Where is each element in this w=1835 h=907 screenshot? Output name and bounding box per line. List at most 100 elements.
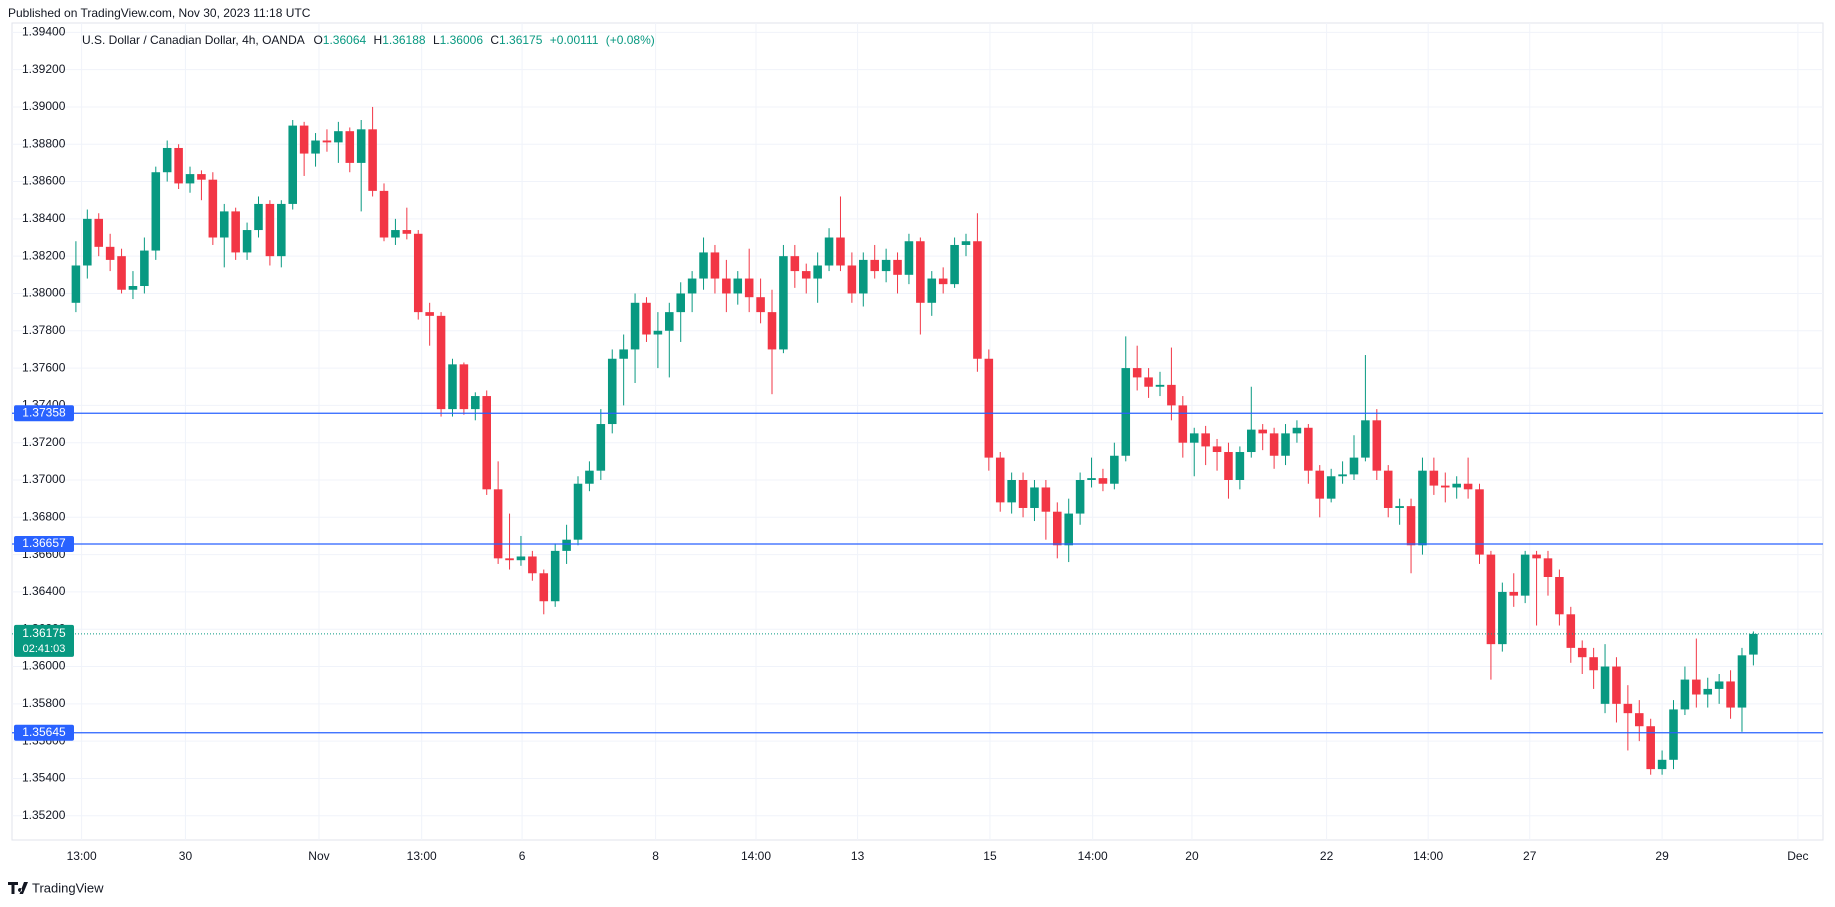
y-tick-label: 1.36800 — [22, 509, 66, 523]
candle-body — [516, 556, 526, 561]
candle-body — [94, 218, 104, 247]
candle-body — [870, 259, 879, 272]
candle-body — [1532, 554, 1541, 559]
candle-body — [1087, 478, 1096, 480]
legend-close: 1.36175 — [499, 33, 543, 47]
candle-body — [699, 252, 708, 279]
candle-body — [1224, 452, 1233, 480]
candle-body — [1064, 513, 1073, 546]
last-price-box — [14, 624, 74, 657]
candle-body — [1281, 433, 1290, 456]
candle-body — [1520, 554, 1530, 596]
candle-body — [1726, 681, 1735, 708]
candle-body — [893, 259, 902, 275]
legend-c-label: C — [490, 33, 499, 47]
y-tick-label: 1.35200 — [22, 808, 66, 822]
candle-body — [881, 259, 891, 272]
candle-body — [493, 489, 503, 559]
y-tick-label: 1.39200 — [22, 62, 66, 76]
candle-body — [950, 244, 959, 285]
candle-body — [105, 246, 115, 260]
y-tick-label: 1.36000 — [22, 659, 66, 673]
candle-body — [1429, 470, 1439, 486]
candle-body — [1178, 405, 1188, 443]
candle-body — [83, 218, 92, 266]
y-tick-label: 1.35800 — [22, 696, 66, 710]
y-tick-label: 1.37000 — [22, 472, 66, 486]
candle-body — [1030, 487, 1039, 508]
candle-body — [1646, 726, 1655, 770]
grid — [12, 23, 1823, 840]
candle-body — [585, 470, 594, 484]
candle-body — [687, 278, 697, 294]
candle-body — [550, 550, 560, 602]
candle-body — [573, 483, 583, 540]
candle-body — [1258, 429, 1267, 434]
candle-body — [1714, 681, 1724, 689]
candle-body — [1212, 446, 1222, 453]
candle-body — [311, 140, 320, 154]
y-tick-label: 1.38200 — [22, 248, 66, 262]
candle-body — [1406, 506, 1416, 546]
candle-body — [174, 147, 183, 184]
countdown: 02:41:03 — [23, 643, 66, 655]
candle-body — [938, 278, 948, 285]
y-tick-label: 1.38400 — [22, 211, 66, 225]
candle-body — [1361, 420, 1370, 458]
candle-body — [1680, 679, 1690, 710]
candle-body — [391, 230, 400, 238]
candle-body — [722, 278, 731, 294]
candle-body — [425, 312, 434, 316]
legend: U.S. Dollar / Canadian Dollar, 4h, OANDA… — [82, 33, 655, 47]
x-tick-label: 20 — [1185, 849, 1199, 863]
candle-body — [1657, 759, 1667, 770]
x-tick-label: 14:00 — [741, 849, 771, 863]
candle-body — [448, 364, 457, 410]
y-tick-label: 1.37200 — [22, 435, 66, 449]
candle-body — [1623, 703, 1633, 714]
candle-body — [995, 457, 1005, 503]
y-tick-label: 1.37600 — [22, 360, 66, 374]
candle-body — [334, 131, 343, 143]
published-note: Published on TradingView.com, Nov 30, 20… — [8, 6, 311, 20]
x-tick-label: 27 — [1523, 849, 1537, 863]
candle-body — [1703, 688, 1713, 695]
candle-body — [288, 125, 298, 204]
candle-body — [813, 265, 822, 279]
candle-body — [733, 278, 743, 294]
candle-body — [836, 237, 845, 266]
x-tick-label: 30 — [179, 849, 193, 863]
candle-body — [1041, 487, 1051, 512]
brand-logo: TradingView — [8, 880, 104, 895]
legend-o-label: O — [313, 33, 322, 47]
y-tick-label: 1.38800 — [22, 136, 66, 150]
price-label: 1.35645 — [22, 725, 66, 739]
price-label: 1.37358 — [22, 405, 66, 419]
candle-body — [779, 256, 788, 350]
candle-body — [1110, 455, 1119, 484]
candle-body — [528, 556, 537, 574]
candle-body — [1566, 614, 1576, 648]
candle-body — [927, 278, 937, 303]
x-tick-label: 13:00 — [407, 849, 437, 863]
candle-body — [824, 237, 834, 266]
candle-body — [744, 278, 754, 298]
candle-body — [1235, 452, 1245, 480]
candle-body — [767, 312, 777, 350]
candle-body — [299, 125, 309, 154]
candle-body — [1098, 478, 1108, 484]
candle-body — [379, 190, 389, 238]
y-tick-label: 1.37800 — [22, 323, 66, 337]
legend-change-pct: (+0.08%) — [606, 33, 655, 47]
x-tick-label: 6 — [519, 849, 526, 863]
candle-body — [1395, 506, 1404, 508]
candle-body — [1383, 470, 1393, 508]
y-tick-label: 1.39000 — [22, 99, 66, 113]
candle-body — [505, 558, 514, 561]
candle-body — [71, 265, 81, 303]
candle-body — [1201, 433, 1210, 447]
candle-body — [1737, 655, 1747, 708]
candle-body — [756, 297, 765, 313]
x-tick-label: 13:00 — [67, 849, 97, 863]
